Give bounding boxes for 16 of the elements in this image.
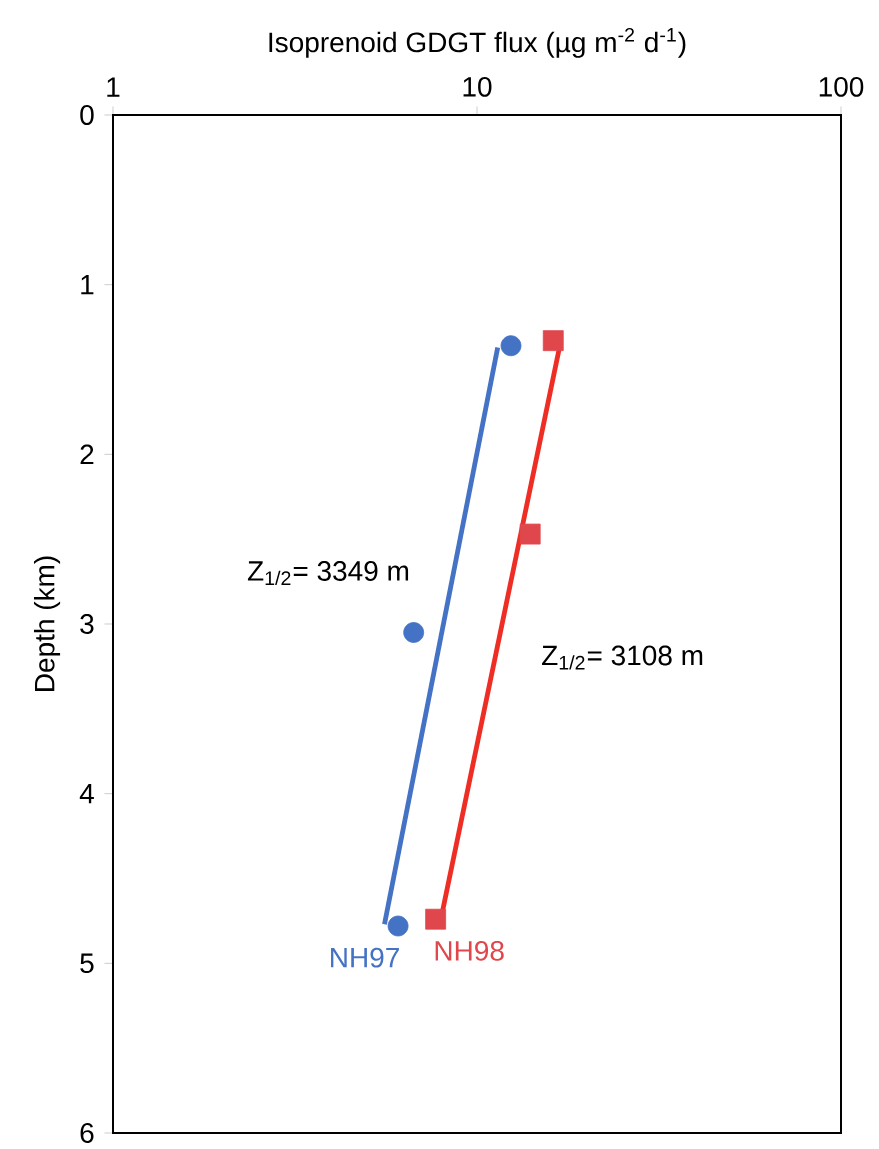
x-tick-label: 100 — [819, 76, 864, 97]
y-tick-label: 3 — [80, 614, 94, 634]
y-tick-label: 5 — [80, 953, 94, 974]
annotation: Z$_{1/2}$= 3349 m — [247, 561, 409, 586]
x-axis-title: Isoprenoid GDGT flux (µg m$^{-2}$ d$^{-1}$) — [269, 27, 686, 58]
y-axis-title: Depth (km) — [33, 556, 61, 691]
y-tick-label: 6 — [80, 1123, 94, 1143]
legend-label: NH97 — [331, 947, 399, 968]
y-tick-label: 1 — [81, 275, 94, 295]
y-tick-label: 0 — [80, 105, 94, 125]
series-label: NH98 — [435, 940, 504, 961]
annotation: Z$_{1/2}$= 3108 m — [542, 645, 703, 670]
y-tick-label: 4 — [79, 784, 94, 804]
y-tick-label: 2 — [80, 444, 94, 465]
x-tick-label: 10 — [463, 76, 492, 97]
x-tick-label: 1 — [107, 77, 120, 97]
